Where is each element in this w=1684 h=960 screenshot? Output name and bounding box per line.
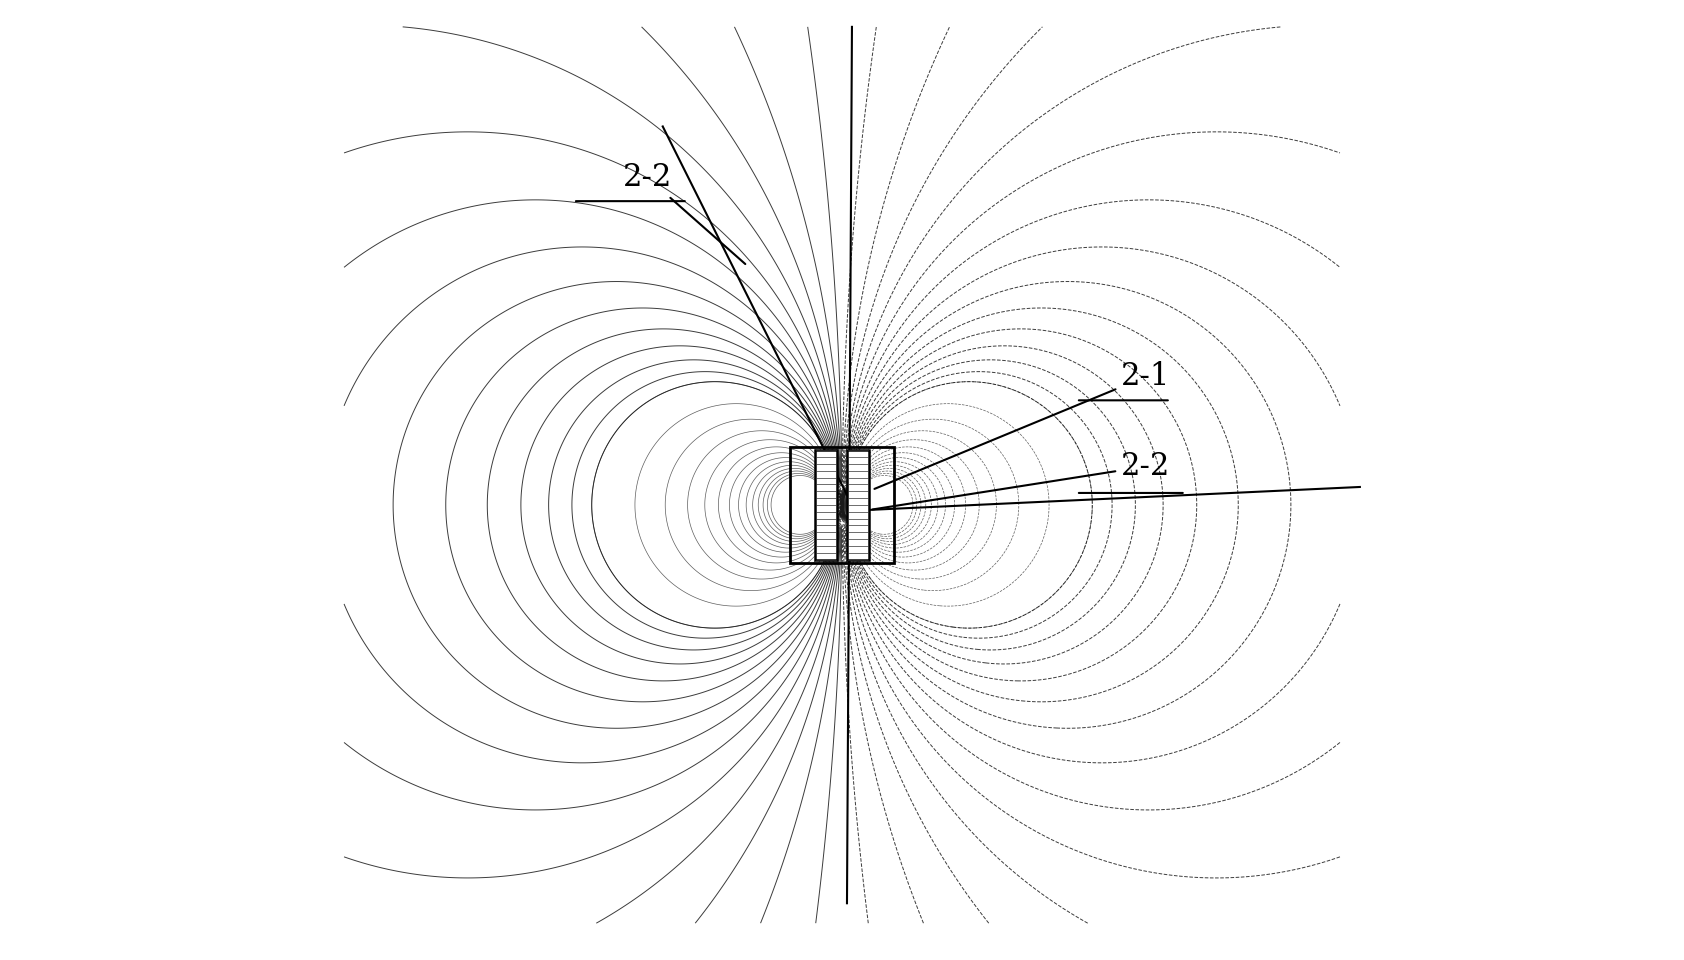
Text: 2-2: 2-2 bbox=[872, 451, 1170, 510]
Bar bbox=[790, 447, 894, 563]
Text: 2-2: 2-2 bbox=[623, 162, 746, 264]
Text: 2-1: 2-1 bbox=[874, 361, 1170, 489]
Bar bbox=[815, 450, 837, 560]
Bar bbox=[847, 450, 869, 560]
